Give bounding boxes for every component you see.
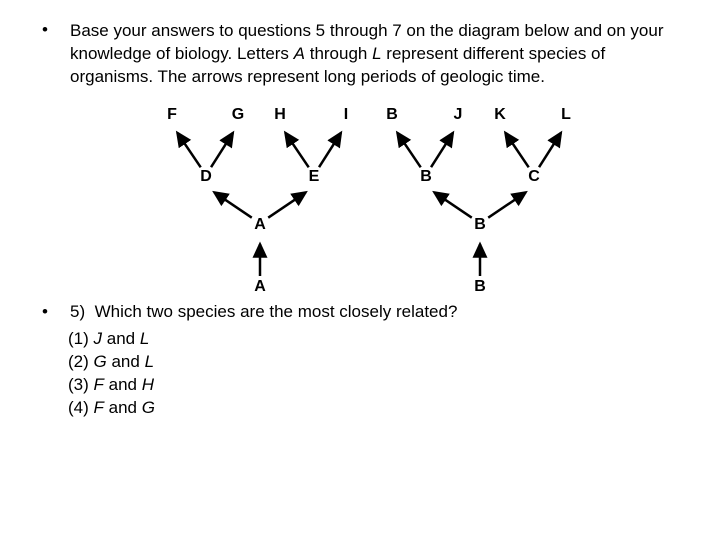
question-text-wrap: 5) Which two species are the most closel…: [70, 301, 680, 324]
tree-edge: [211, 133, 233, 167]
choice-2: (2) G and L: [40, 351, 680, 374]
tree-edge: [268, 192, 306, 217]
node-label-H: H: [274, 106, 286, 123]
node-label-L: L: [561, 106, 571, 123]
tree-edge: [434, 192, 472, 217]
tree-edge: [505, 132, 528, 167]
instr-it1: A: [294, 44, 305, 63]
question-block: • 5) Which two species are the most clos…: [40, 301, 680, 420]
choice-a: F: [94, 375, 104, 394]
node-label-A: A: [254, 278, 266, 295]
choice-a: J: [94, 329, 103, 348]
instr-it2: L: [372, 44, 381, 63]
phylogeny-diagram: A A D E F G H I B B B C B J K L: [130, 99, 590, 299]
tree-edge: [285, 132, 308, 167]
node-label-E: E: [309, 168, 320, 185]
choice-b: L: [145, 352, 154, 371]
choice-b: H: [142, 375, 154, 394]
choice-num: (4): [68, 398, 89, 417]
choice-mid: and: [104, 398, 142, 417]
node-label-D: D: [200, 168, 212, 185]
node-label-A: A: [254, 216, 266, 233]
tree-edge: [397, 132, 420, 167]
choice-b: G: [142, 398, 155, 417]
choice-3: (3) F and H: [40, 374, 680, 397]
tree-edge: [177, 132, 200, 167]
bullet-dot: •: [40, 20, 70, 89]
node-label-B: B: [420, 168, 432, 185]
choice-num: (1): [68, 329, 89, 348]
tree-edge: [539, 133, 561, 167]
tree-edge: [319, 133, 341, 167]
choice-num: (3): [68, 375, 89, 394]
node-label-B: B: [474, 278, 486, 295]
choice-a: G: [94, 352, 107, 371]
node-label-G: G: [232, 106, 244, 123]
node-label-B: B: [474, 216, 486, 233]
tree-edge: [431, 133, 453, 167]
choice-b: L: [140, 329, 149, 348]
node-label-K: K: [494, 106, 506, 123]
question-number: 5): [70, 302, 85, 321]
choice-a: F: [94, 398, 104, 417]
choice-mid: and: [104, 375, 142, 394]
choice-mid: and: [107, 352, 145, 371]
bullet-dot: •: [40, 301, 70, 324]
instr-p2: through: [305, 44, 372, 63]
choice-1: (1) J and L: [40, 328, 680, 351]
tree-edge: [488, 192, 526, 217]
instruction-item: • Base your answers to questions 5 throu…: [40, 20, 680, 89]
node-label-F: F: [167, 106, 177, 123]
question-line: • 5) Which two species are the most clos…: [40, 301, 680, 324]
node-label-J: J: [454, 106, 463, 123]
node-label-I: I: [344, 106, 348, 123]
node-label-B: B: [386, 106, 398, 123]
choice-mid: and: [102, 329, 140, 348]
choice-4: (4) F and G: [40, 397, 680, 420]
instruction-text: Base your answers to questions 5 through…: [70, 20, 680, 89]
tree-edge: [214, 192, 252, 217]
node-label-C: C: [528, 168, 540, 185]
question-text: Which two species are the most closely r…: [95, 302, 458, 321]
choice-num: (2): [68, 352, 89, 371]
